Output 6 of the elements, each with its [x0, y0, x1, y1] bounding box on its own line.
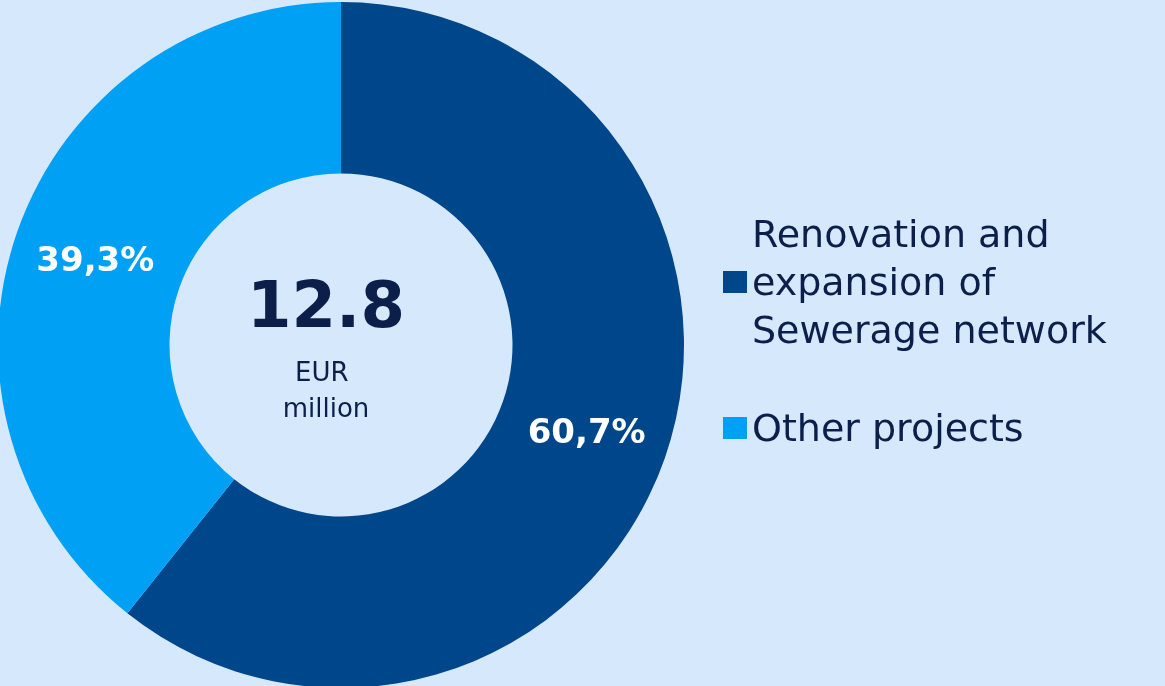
legend-label: Other projects — [752, 406, 1024, 450]
data-label: 39,3% — [36, 239, 155, 280]
legend-label: Renovation and expansion of Sewerage network — [752, 212, 1107, 352]
data-label: 60,7% — [527, 410, 646, 451]
text: 12.8 — [247, 268, 405, 342]
text: EUR million — [282, 357, 370, 423]
